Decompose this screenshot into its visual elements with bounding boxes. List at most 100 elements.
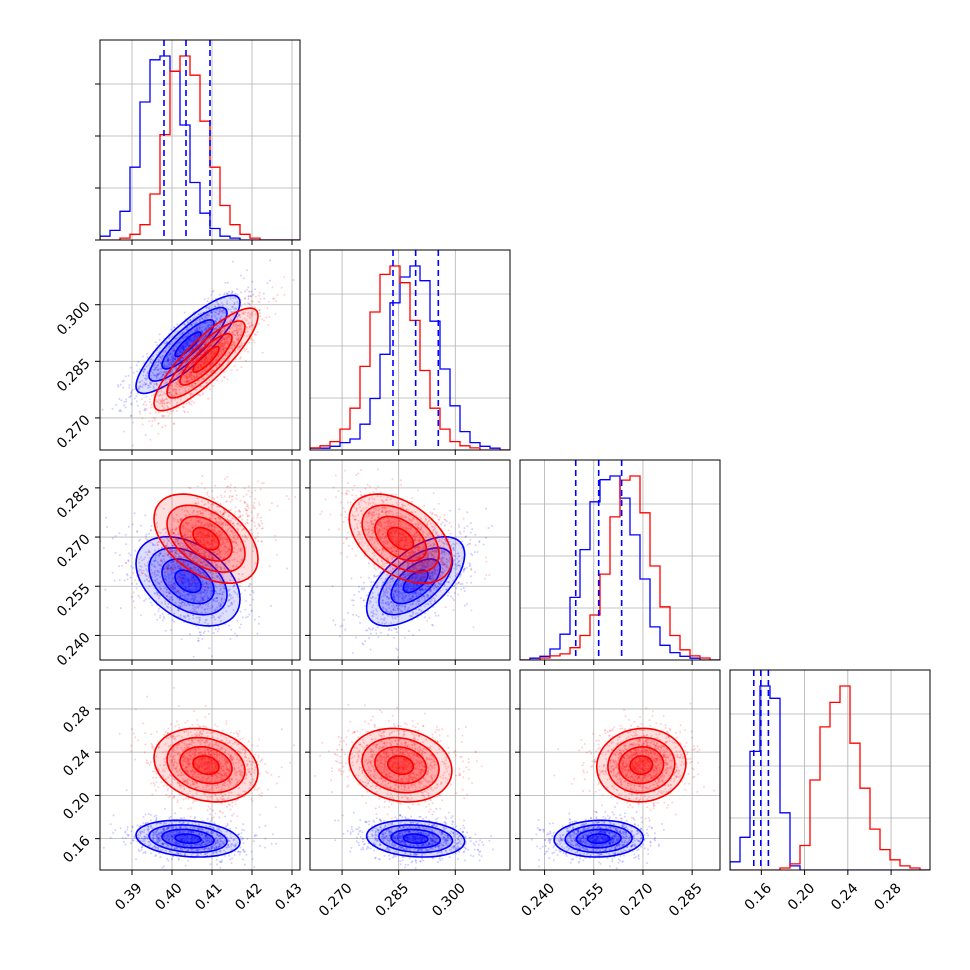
scatter-point xyxy=(149,383,152,385)
scatter-point xyxy=(212,385,215,387)
scatter-point xyxy=(204,551,207,554)
scatter-point xyxy=(200,346,203,349)
scatter-point xyxy=(169,586,172,589)
scatter-point xyxy=(181,332,184,335)
scatter-point xyxy=(181,346,184,349)
scatter-point xyxy=(220,353,223,356)
scatter-point xyxy=(167,539,170,542)
scatter-point xyxy=(211,311,213,314)
scatter-point xyxy=(180,371,183,373)
scatter-point xyxy=(250,491,253,494)
scatter-point xyxy=(168,598,171,601)
scatter-point xyxy=(232,341,235,343)
scatter-point xyxy=(150,573,152,576)
scatter-point xyxy=(238,313,241,316)
scatter-point xyxy=(152,385,155,388)
scatter-point xyxy=(174,358,177,361)
scatter-point xyxy=(209,339,212,342)
scatter-point xyxy=(162,414,165,417)
scatter-point xyxy=(363,586,366,589)
scatter-point xyxy=(258,501,260,504)
scatter-point xyxy=(168,392,171,394)
scatter-point xyxy=(234,324,237,327)
scatter-point xyxy=(204,585,207,588)
scatter-point xyxy=(370,581,373,584)
scatter-point xyxy=(216,302,219,305)
scatter-point xyxy=(172,326,175,329)
scatter-point xyxy=(268,279,271,282)
scatter-point xyxy=(177,609,180,612)
scatter-point xyxy=(178,591,181,594)
scatter-point xyxy=(160,580,163,583)
scatter-point xyxy=(197,334,200,337)
scatter-point xyxy=(143,368,146,371)
scatter-point xyxy=(263,297,266,300)
scatter-point xyxy=(226,486,229,489)
scatter-point xyxy=(199,318,201,321)
scatter-point xyxy=(148,420,151,423)
scatter-point xyxy=(171,373,174,376)
scatter-point xyxy=(173,422,176,425)
scatter-point xyxy=(166,595,168,597)
scatter-point xyxy=(219,347,222,350)
scatter-point xyxy=(239,345,242,348)
scatter-point xyxy=(204,326,207,329)
scatter-point xyxy=(198,348,201,351)
contour-line xyxy=(135,294,241,395)
scatter-point xyxy=(182,348,185,351)
scatter-point xyxy=(158,552,161,555)
scatter-point xyxy=(235,329,238,332)
scatter-point xyxy=(164,544,167,547)
scatter-point xyxy=(152,543,155,546)
scatter-point xyxy=(205,356,208,359)
scatter-point xyxy=(188,350,191,353)
scatter-point xyxy=(154,411,157,414)
scatter-point xyxy=(244,290,247,293)
scatter-point xyxy=(141,559,143,562)
scatter-point xyxy=(258,503,261,506)
scatter-point xyxy=(215,586,218,589)
scatter-point xyxy=(167,359,170,362)
scatter-point xyxy=(210,344,213,347)
histogram-series-0 xyxy=(310,265,510,450)
scatter-point xyxy=(211,555,214,558)
scatter-point xyxy=(219,338,221,341)
scatter-point xyxy=(186,370,189,373)
scatter-point xyxy=(196,583,199,586)
scatter-point xyxy=(226,321,229,324)
scatter-point xyxy=(158,377,161,380)
scatter-point xyxy=(214,352,217,355)
scatter-point xyxy=(222,309,225,311)
scatter-point xyxy=(157,364,160,367)
scatter-point xyxy=(166,610,169,613)
scatter-point xyxy=(144,383,147,386)
scatter-point xyxy=(180,346,183,349)
scatter-point xyxy=(185,376,188,379)
scatter-point xyxy=(188,370,191,373)
scatter-point xyxy=(127,560,130,563)
scatter-point xyxy=(226,378,229,381)
scatter-point xyxy=(200,482,203,485)
scatter-point xyxy=(187,615,190,618)
scatter-point xyxy=(186,359,189,362)
scatter-point xyxy=(254,288,256,291)
scatter-point xyxy=(221,367,223,370)
y-tick-label: 0.270 xyxy=(54,531,94,571)
scatter-point xyxy=(145,395,148,398)
scatter-point xyxy=(258,615,261,618)
scatter-point xyxy=(252,310,255,313)
scatter-point xyxy=(237,516,240,519)
scatter-point xyxy=(191,610,194,613)
scatter-point xyxy=(187,341,190,344)
scatter-point xyxy=(206,491,209,494)
scatter-point xyxy=(170,382,173,385)
scatter-point xyxy=(178,598,181,601)
scatter-point xyxy=(175,389,178,392)
scatter-point xyxy=(212,369,215,372)
scatter-point xyxy=(217,313,220,316)
scatter-point xyxy=(215,596,218,599)
scatter-point xyxy=(209,323,212,326)
scatter-point xyxy=(187,366,190,369)
scatter-point xyxy=(169,358,172,361)
scatter-point xyxy=(158,570,161,573)
